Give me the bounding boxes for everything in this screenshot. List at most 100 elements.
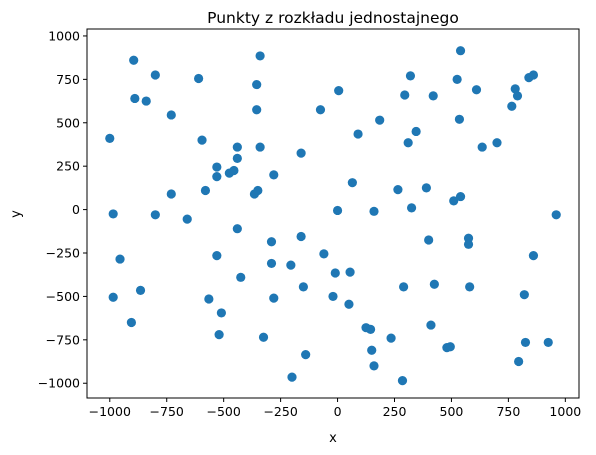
y-axis: −1000 −750 −500 −250 0 250 500 750 1000: [38, 28, 87, 391]
data-point-59: [369, 361, 379, 371]
data-point-75: [429, 279, 439, 289]
data-point-42: [296, 231, 306, 242]
data-point-23: [232, 224, 242, 234]
data-point-82: [455, 191, 466, 202]
data-point-12: [108, 292, 118, 302]
data-point-41: [296, 148, 306, 158]
data-point-34: [253, 185, 263, 196]
data-point-26: [216, 308, 226, 318]
data-point-1: [150, 70, 160, 80]
data-point-47: [334, 86, 344, 96]
data-point-99: [551, 210, 561, 220]
x-tick-label-4: 0: [334, 404, 342, 419]
data-point-21: [232, 153, 242, 163]
data-point-24: [212, 251, 222, 261]
data-point-8: [166, 189, 176, 199]
data-point-93: [519, 290, 529, 300]
data-point-90: [510, 84, 520, 94]
data-point-39: [258, 332, 269, 342]
chart-title: Punkty z rozkładu jednostajnego: [207, 9, 459, 27]
data-point-85: [465, 282, 475, 292]
data-point-13: [126, 317, 137, 328]
data-point-80: [454, 114, 465, 124]
data-point-68: [405, 71, 416, 81]
y-tick-label-5: 250: [56, 159, 80, 174]
plot-frame: [86, 28, 580, 399]
data-point-31: [252, 105, 262, 115]
data-point-86: [471, 85, 482, 95]
data-point-54: [347, 178, 357, 188]
data-point-94: [520, 337, 531, 348]
y-tick-label-2: −500: [46, 289, 80, 304]
y-tick-label-3: −250: [46, 246, 80, 261]
data-point-57: [365, 324, 376, 335]
data-point-64: [397, 376, 408, 386]
y-tick-label-4: 0: [72, 202, 80, 217]
data-point-87: [477, 142, 487, 152]
x-tick-label-8: 1000: [549, 404, 581, 419]
data-point-67: [403, 138, 413, 148]
data-point-78: [449, 196, 459, 206]
data-point-46: [315, 105, 326, 115]
data-point-4: [166, 110, 176, 120]
data-point-62: [386, 333, 396, 343]
data-point-55: [353, 129, 363, 139]
data-point-7: [150, 210, 160, 220]
x-tick-label-5: 250: [383, 404, 407, 419]
data-point-48: [319, 249, 329, 259]
data-point-53: [345, 267, 355, 277]
data-point-63: [393, 185, 403, 195]
x-tick-label-6: 500: [440, 404, 464, 419]
data-point-5: [105, 133, 115, 143]
data-point-16: [200, 185, 211, 196]
data-point-89: [507, 101, 517, 111]
data-point-37: [266, 258, 277, 269]
data-point-27: [214, 330, 224, 340]
data-point-18: [212, 172, 222, 182]
y-tick-label-7: 750: [56, 72, 80, 87]
data-point-60: [369, 206, 379, 216]
data-point-14: [194, 73, 204, 84]
data-point-3: [141, 96, 151, 106]
data-point-29: [255, 51, 265, 61]
data-point-65: [399, 282, 409, 292]
data-point-81: [455, 46, 466, 56]
y-tick-label-6: 500: [56, 115, 80, 130]
data-point-50: [328, 291, 338, 302]
x-axis: −1000 −750 −500 −250 0 250 500 750 1000: [89, 398, 581, 419]
data-point-40: [286, 260, 296, 270]
data-point-43: [298, 282, 308, 292]
data-point-91: [512, 91, 523, 101]
data-point-35: [269, 170, 279, 180]
data-point-32: [255, 142, 265, 152]
x-tick-label-3: −250: [263, 404, 297, 419]
data-point-17: [212, 162, 222, 172]
data-point-77: [445, 342, 455, 352]
data-point-10: [115, 254, 125, 264]
x-tick-label-2: −500: [206, 404, 240, 419]
data-point-66: [400, 90, 410, 100]
data-point-98: [543, 337, 553, 348]
y-tick-label-1: −750: [46, 332, 80, 347]
data-point-52: [344, 299, 354, 309]
data-point-30: [252, 79, 262, 90]
data-point-69: [406, 203, 417, 213]
data-point-11: [135, 285, 146, 295]
data-point-20: [229, 165, 239, 176]
data-point-38: [269, 293, 279, 303]
x-axis-label: x: [329, 431, 337, 446]
data-point-71: [421, 183, 431, 193]
data-point-6: [108, 209, 118, 219]
data-point-45: [287, 372, 297, 382]
data-point-92: [514, 356, 524, 367]
data-point-0: [129, 55, 139, 65]
y-tick-label-0: −1000: [38, 376, 80, 391]
data-point-51: [332, 205, 343, 216]
x-tick-label-7: 750: [496, 404, 520, 419]
data-point-72: [424, 235, 434, 245]
data-point-28: [236, 272, 246, 282]
data-point-25: [204, 294, 214, 304]
data-point-44: [301, 349, 311, 360]
